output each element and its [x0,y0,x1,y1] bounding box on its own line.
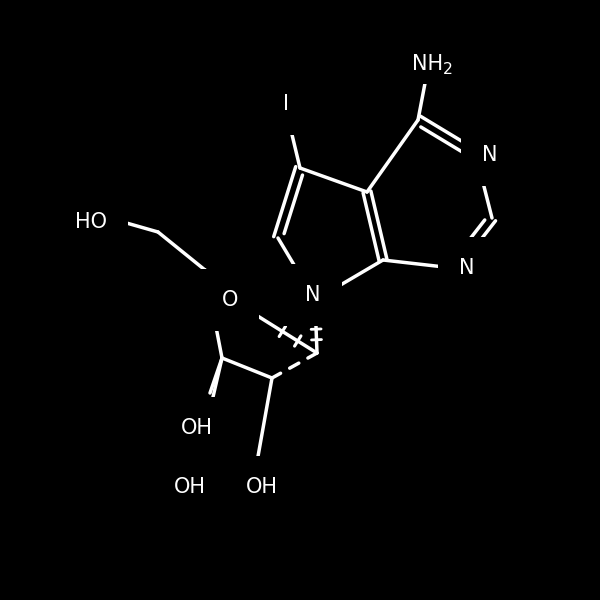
Text: N: N [482,145,498,165]
Text: NH: NH [412,54,443,74]
Text: O: O [222,290,238,310]
Text: OH: OH [246,477,278,497]
Text: HO: HO [75,212,107,232]
Text: N: N [459,258,475,278]
Text: N: N [305,285,321,305]
Text: I: I [283,94,289,114]
Text: OH: OH [181,418,213,438]
Text: 2: 2 [443,62,453,77]
Text: OH: OH [174,477,206,497]
